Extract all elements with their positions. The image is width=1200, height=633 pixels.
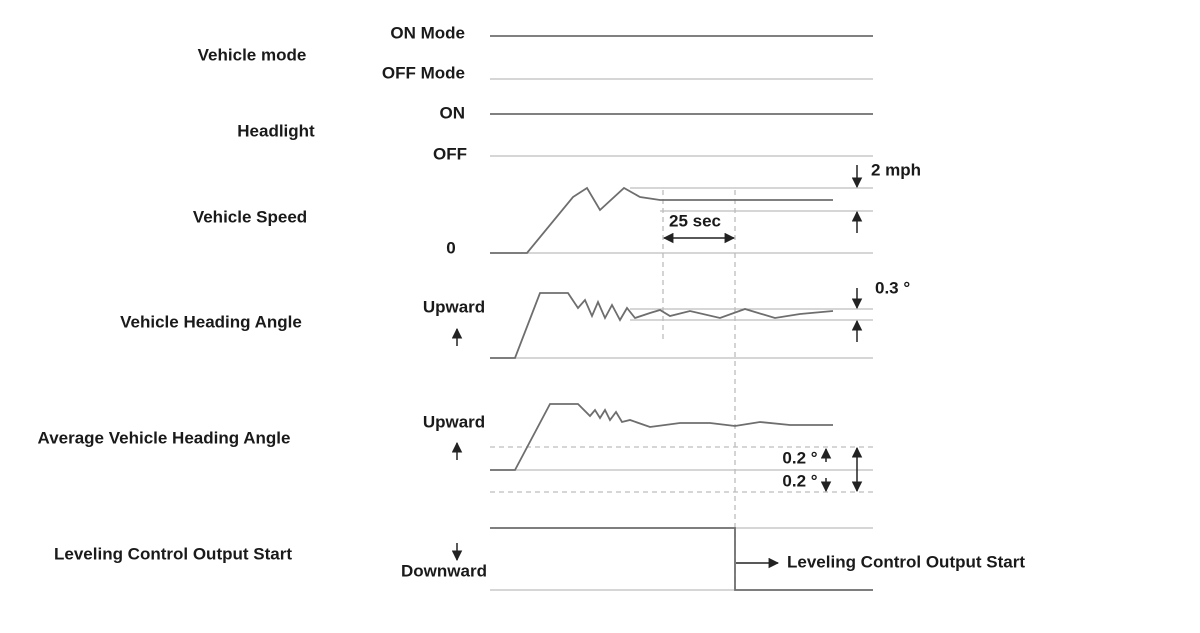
row-label: Vehicle Heading Angle <box>120 312 302 331</box>
time-markers <box>662 190 736 590</box>
annotation: 25 sec <box>669 211 721 230</box>
annotation: Leveling Control Output Start <box>787 552 1025 571</box>
row-label: Leveling Control Output Start <box>54 544 292 563</box>
speed-trace <box>490 165 873 254</box>
row-label: Headlight <box>237 121 315 140</box>
row-label: Vehicle mode <box>198 45 307 64</box>
level-label: Upward <box>423 412 485 431</box>
output-trace <box>490 527 873 591</box>
row-label: Vehicle Speed <box>193 207 307 226</box>
level-label: OFF <box>433 144 467 163</box>
level-label: ON Mode <box>390 23 465 42</box>
level-label: Downward <box>401 561 487 580</box>
heading-trace <box>490 288 873 359</box>
annotation: 2 mph <box>871 160 921 179</box>
row-label: Average Vehicle Heading Angle <box>38 428 291 447</box>
average-trace <box>490 403 873 493</box>
annotation: 0.3 ° <box>875 278 910 297</box>
level-label: Upward <box>423 297 485 316</box>
level-label: 0 <box>446 238 455 257</box>
level-label: ON <box>440 103 466 122</box>
annotation: 0.2 ° <box>782 471 817 490</box>
annotation: 0.2 ° <box>782 448 817 467</box>
level-label: OFF Mode <box>382 63 465 82</box>
mode-lines <box>490 35 873 157</box>
